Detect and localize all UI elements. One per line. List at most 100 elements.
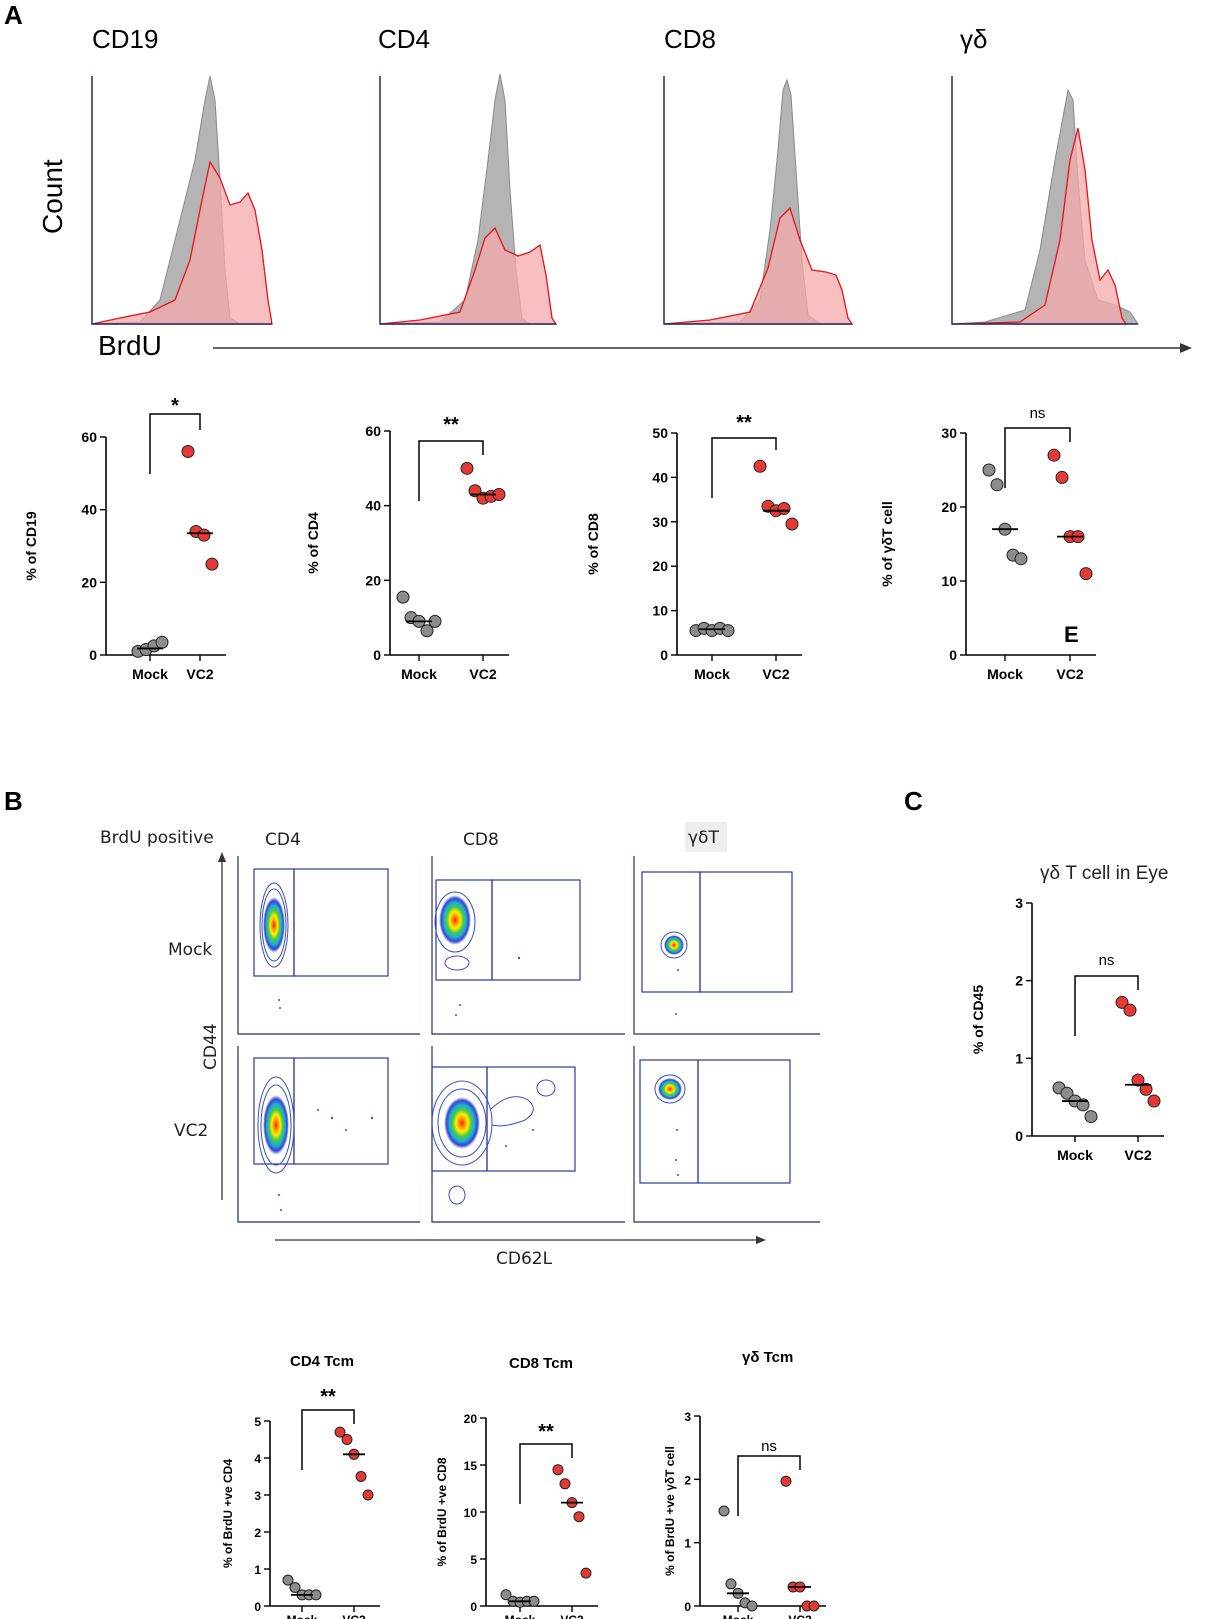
- hist-title-cd19: CD19: [92, 24, 158, 54]
- chart-gd: 0 10 20 30 Mock VC2 % of γδT cell ns: [879, 405, 1096, 682]
- data-point: [1055, 470, 1069, 484]
- flow-plot-mock-cd8: [431, 856, 625, 1035]
- x-tick-label: Mock: [401, 666, 437, 682]
- x-tick-label: VC2: [1124, 1147, 1151, 1163]
- y-tick-label: 5: [254, 1415, 261, 1429]
- axis: [91, 76, 272, 325]
- gate: [293, 868, 389, 977]
- x-tick-label: VC2: [762, 666, 789, 682]
- chart-cd19: 0 20 40 60 Mock VC2 % of CD19 *: [23, 395, 226, 682]
- significance-label: **: [443, 414, 459, 436]
- data-point: [1139, 1082, 1153, 1096]
- x-tick-label: VC2: [469, 666, 496, 682]
- y-tick-label: 2: [684, 1473, 691, 1487]
- y-tick-label: 0: [1015, 1128, 1023, 1144]
- data-point: [1060, 1086, 1074, 1100]
- data-point: [205, 557, 219, 571]
- y-tick-label: 1: [254, 1563, 261, 1577]
- axis: [663, 76, 852, 325]
- y-tick-label: 40: [81, 502, 97, 518]
- data-point: [197, 528, 211, 542]
- gate: [486, 1066, 576, 1172]
- data-point: [362, 1489, 374, 1501]
- data-point: [552, 1464, 564, 1476]
- data-point: [396, 590, 410, 604]
- event: [675, 1159, 677, 1161]
- y-tick-label: 10: [464, 1506, 478, 1520]
- axis: [431, 856, 625, 1035]
- contour: [444, 955, 470, 971]
- y-tick-label: 2: [254, 1526, 261, 1540]
- y-tick-label: 1: [684, 1537, 691, 1551]
- y-axis-label: % of CD19: [23, 511, 39, 580]
- y-tick-label: 20: [464, 1412, 478, 1426]
- y-axis-label: % of CD8: [585, 513, 601, 575]
- event: [676, 1129, 678, 1131]
- significance-label: **: [320, 1386, 336, 1408]
- y-tick-label: 2: [1015, 973, 1023, 989]
- contour: [257, 1076, 295, 1174]
- x-tick-label: Mock: [505, 1613, 536, 1619]
- data-point: [580, 1567, 592, 1579]
- data-point: [718, 1505, 730, 1517]
- y-tick-label: 20: [81, 574, 97, 590]
- data-point: [1014, 552, 1028, 566]
- significance-label: ns: [1030, 405, 1046, 422]
- contour: [431, 1080, 493, 1166]
- contour-core: [658, 1078, 682, 1100]
- gate: [491, 879, 581, 981]
- data-point: [341, 1434, 353, 1445]
- flow-col-cd8: CD8: [463, 830, 499, 850]
- event: [278, 999, 280, 1001]
- y-tick-label: 40: [652, 469, 668, 485]
- event: [677, 1174, 679, 1176]
- contour: [437, 1088, 487, 1158]
- data-point: [573, 1511, 585, 1523]
- data-point: [1084, 1110, 1098, 1124]
- event: [345, 1129, 347, 1131]
- flow-panel: BrdU positive CD4 CD8 γδT Mock VC2 CD44 …: [100, 822, 820, 1269]
- gate: [699, 871, 793, 993]
- y-tick-label: 50: [652, 425, 668, 441]
- contour: [448, 1185, 466, 1205]
- data-point: [1115, 995, 1129, 1009]
- cd44-arrow-head: [218, 852, 226, 862]
- y-tick-label: 15: [464, 1459, 478, 1473]
- y-tick-label: 4: [254, 1452, 261, 1466]
- x-tick-label: Mock: [723, 1613, 754, 1619]
- event: [370, 1116, 374, 1120]
- data-point: [559, 1478, 571, 1490]
- chart-cd8tcm: 0 5 10 15 20 Mock VC2 % of BrdU +ve CD8 CD8 Tcm *…: [435, 1355, 598, 1619]
- x-tick-label: Mock: [1057, 1147, 1093, 1163]
- hist-title-cd8: CD8: [664, 24, 716, 54]
- contour-core: [439, 895, 471, 945]
- significance-bracket: [301, 1409, 355, 1470]
- event: [675, 1013, 677, 1015]
- significance-bracket: [519, 1443, 573, 1504]
- event: [278, 1194, 280, 1196]
- y-tick-label: 0: [89, 647, 97, 663]
- vc2-histogram: [91, 160, 273, 325]
- contour: [660, 931, 688, 959]
- data-point: [1123, 1003, 1137, 1017]
- data-point: [725, 1578, 737, 1590]
- event: [455, 1014, 457, 1016]
- chart-cd8: 0 10 20 30 40 50 Mock VC2 % of CD8 **: [585, 412, 802, 682]
- x-tick-label: Mock: [694, 666, 730, 682]
- contour: [261, 888, 287, 962]
- data-point: [1147, 1094, 1161, 1108]
- data-point: [500, 1589, 512, 1601]
- y-tick-label: 3: [684, 1410, 691, 1424]
- cd62l-axis-label: CD62L: [496, 1249, 553, 1269]
- data-point: [777, 501, 791, 515]
- contour-core: [444, 1097, 480, 1149]
- axis: [633, 856, 820, 1035]
- y-tick-label: 0: [949, 647, 957, 663]
- flow-plot-vc2-gdt: [633, 1046, 820, 1223]
- data-point: [1079, 567, 1093, 581]
- y-tick-label: 40: [365, 498, 381, 514]
- data-point: [460, 461, 474, 475]
- data-point: [334, 1426, 346, 1438]
- significance-bracket: [149, 413, 201, 474]
